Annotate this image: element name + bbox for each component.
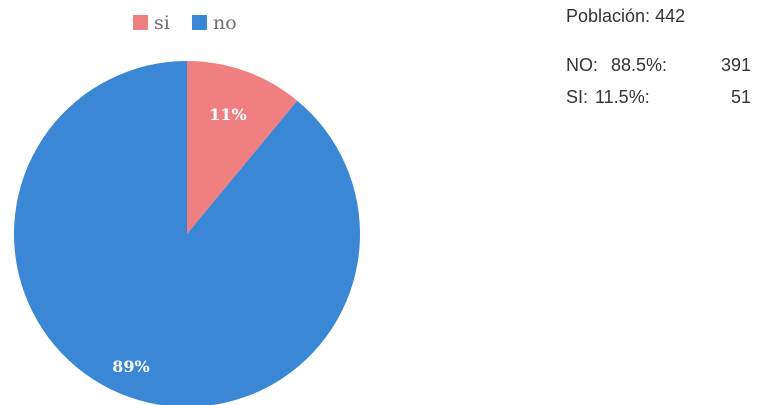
- stats-row-percent: 88.5%:: [611, 55, 668, 75]
- legend-swatch-no: [192, 15, 207, 30]
- slice-label-no: 89%: [112, 357, 149, 376]
- pie-slice-si: [187, 61, 298, 234]
- population-line: Población: 442: [566, 6, 751, 27]
- stats-row-percent: 11.5%:: [595, 87, 650, 107]
- stats-row-count: 391: [720, 55, 751, 75]
- stats-row-label: SI:: [566, 87, 589, 107]
- legend-label-no: no: [213, 12, 237, 34]
- stats-row-count: 51: [730, 87, 751, 107]
- population-value: 442: [655, 6, 686, 26]
- slice-label-si: 11%: [209, 105, 246, 124]
- population-label: Población:: [566, 6, 651, 26]
- stats-row-label: NO:: [566, 55, 599, 75]
- stats-row-si: SI: 11.5%: 51: [566, 87, 751, 119]
- legend-label-si: si: [154, 12, 170, 34]
- stats-panel: Población: 442 NO: 88.5%: 391 SI: 11.5%:…: [566, 6, 751, 119]
- legend-swatch-si: [133, 15, 148, 30]
- pie-slice-no: [13, 61, 360, 405]
- stats-row-no: NO: 88.5%: 391: [566, 55, 751, 87]
